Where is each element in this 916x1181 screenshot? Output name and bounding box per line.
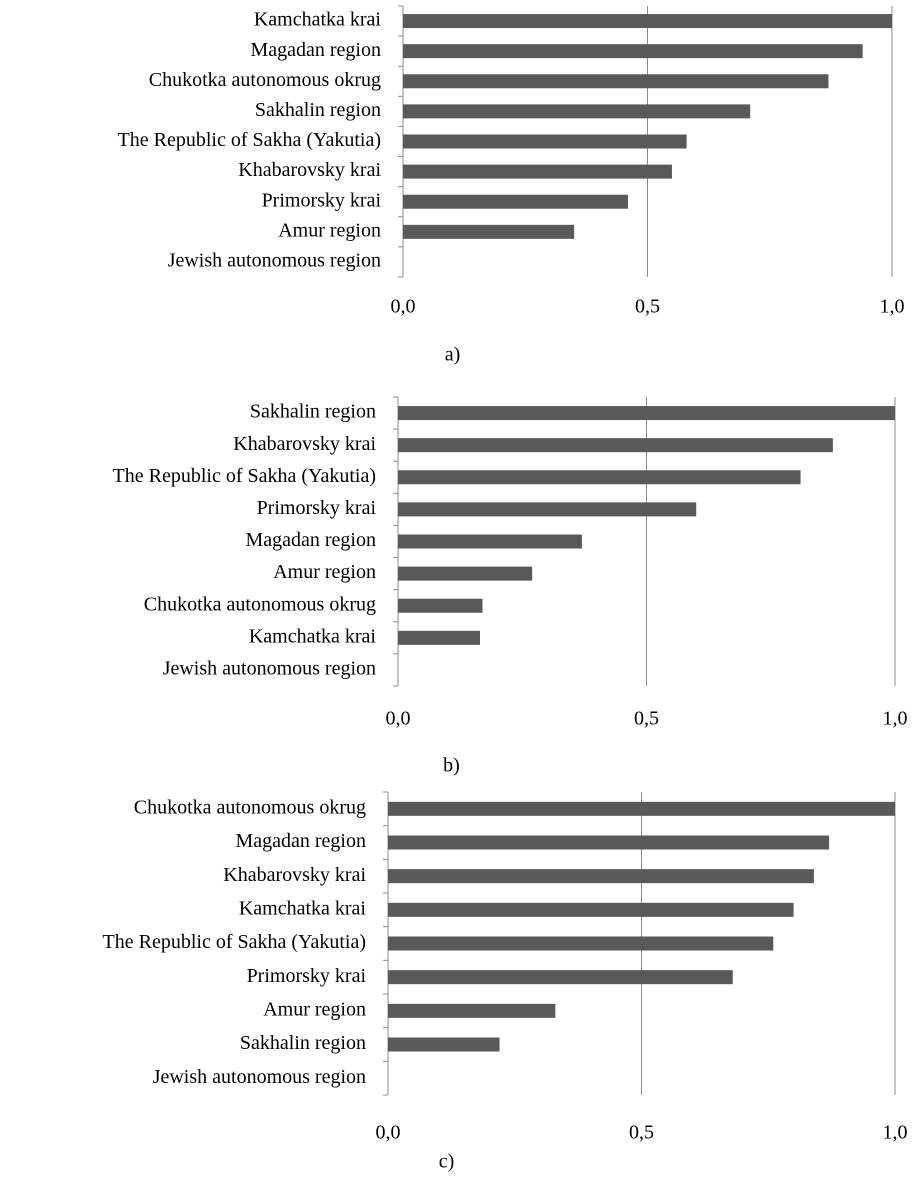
- bar: [388, 1037, 500, 1052]
- bar: [388, 869, 814, 884]
- y-tick-label: Sakhalin region: [255, 99, 381, 121]
- x-tick-label: 1,0: [883, 708, 908, 730]
- y-tick-label: Primorsky krai: [262, 189, 382, 211]
- y-tick-label: Magadan region: [235, 830, 366, 852]
- y-tick-label: Amur region: [278, 219, 381, 241]
- bar: [403, 134, 687, 149]
- bar: [398, 502, 697, 517]
- y-tick-label: Magadan region: [250, 39, 381, 61]
- bar: [403, 194, 628, 209]
- y-tick-label: The Republic of Sakha (Yakutia): [118, 129, 381, 151]
- x-tick-label: 1,0: [880, 296, 905, 318]
- y-tick-label: Kamchatka krai: [249, 625, 377, 647]
- y-tick-label: Jewish autonomous region: [163, 658, 376, 680]
- y-tick-label: Khabarovsky krai: [233, 433, 376, 455]
- bar: [398, 534, 582, 549]
- caption: c): [439, 1151, 455, 1173]
- y-tick-label: Jewish autonomous region: [168, 250, 381, 272]
- y-tick-label: Kamchatka krai: [254, 9, 382, 31]
- y-tick-label: The Republic of Sakha (Yakutia): [103, 931, 366, 953]
- bar: [403, 224, 575, 239]
- bar: [388, 970, 733, 985]
- bar: [388, 835, 830, 850]
- y-tick-label: The Republic of Sakha (Yakutia): [113, 465, 376, 487]
- y-tick-label: Primorsky krai: [257, 497, 377, 519]
- bar: [398, 470, 801, 485]
- x-tick-label: 0,0: [391, 296, 416, 318]
- y-tick-label: Amur region: [263, 998, 366, 1020]
- bar: [398, 598, 483, 613]
- x-tick-label: 0,0: [386, 708, 411, 730]
- y-tick-label: Jewish autonomous region: [153, 1066, 366, 1088]
- caption: b): [443, 755, 460, 777]
- x-tick-label: 0,0: [376, 1122, 401, 1144]
- y-tick-label: Khabarovsky krai: [223, 864, 366, 886]
- y-tick-label: Sakhalin region: [240, 1032, 366, 1054]
- y-tick-label: Chukotka autonomous okrug: [144, 593, 376, 615]
- bar: [403, 104, 751, 119]
- bar: [403, 74, 829, 89]
- x-tick-label: 1,0: [883, 1122, 908, 1144]
- bar: [388, 936, 774, 951]
- x-tick-label: 0,5: [635, 296, 660, 318]
- bar: [403, 44, 863, 59]
- y-tick-label: Sakhalin region: [250, 401, 376, 423]
- bar: [403, 14, 892, 29]
- x-tick-label: 0,5: [634, 708, 659, 730]
- bar: [388, 1003, 556, 1018]
- bar: [388, 801, 895, 816]
- y-tick-label: Kamchatka krai: [239, 897, 367, 919]
- y-tick-label: Primorsky krai: [247, 965, 367, 987]
- x-tick-label: 0,5: [629, 1122, 654, 1144]
- bar: [403, 164, 672, 179]
- bar: [398, 630, 481, 645]
- y-tick-label: Magadan region: [245, 529, 376, 551]
- y-tick-label: Amur region: [273, 561, 376, 583]
- bar: [398, 438, 833, 453]
- y-tick-label: Khabarovsky krai: [238, 159, 381, 181]
- y-tick-label: Chukotka autonomous okrug: [134, 796, 366, 818]
- y-tick-label: Chukotka autonomous okrug: [149, 69, 381, 91]
- bar: [398, 406, 895, 421]
- bar: [398, 566, 533, 581]
- caption: a): [445, 344, 461, 366]
- bar: [388, 902, 794, 917]
